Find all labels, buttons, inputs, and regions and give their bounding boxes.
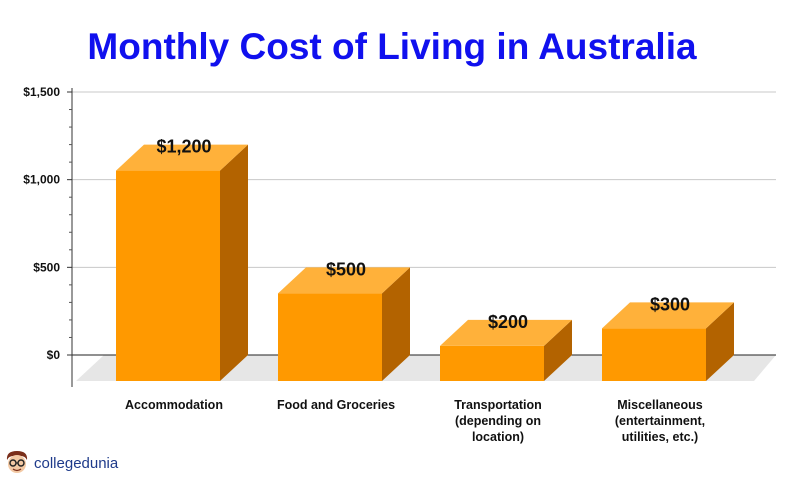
category-label: location) xyxy=(472,430,524,444)
floor-plane xyxy=(76,355,776,381)
category-label: Miscellaneous xyxy=(617,398,702,412)
bar-top xyxy=(116,144,248,171)
bar-side xyxy=(706,302,734,381)
y-tick-label: $0 xyxy=(47,348,61,362)
chart-floor xyxy=(76,355,776,381)
brand-watermark: collegedunia xyxy=(4,448,118,478)
y-tick-label: $1,000 xyxy=(23,173,60,187)
bars xyxy=(116,144,734,381)
bar-side xyxy=(544,319,572,381)
value-label: $1,200 xyxy=(156,137,211,157)
bar-side xyxy=(220,144,248,381)
bar xyxy=(278,267,410,381)
bar xyxy=(116,144,248,381)
bar-top xyxy=(278,267,410,294)
category-label: (depending on xyxy=(455,414,541,428)
category-label: Accommodation xyxy=(125,398,223,412)
bar-front xyxy=(278,293,382,381)
category-label: utilities, etc.) xyxy=(622,430,698,444)
brand-name: collegedunia xyxy=(34,454,119,472)
bar-front xyxy=(440,345,544,381)
bar xyxy=(602,302,734,381)
value-labels: $1,200 $500 $200 $300 xyxy=(156,137,690,332)
bar xyxy=(440,319,572,381)
category-labels: Accommodation Food and Groceries Transport… xyxy=(125,398,705,444)
category-label: (entertainment, xyxy=(615,414,705,428)
category-label: Transportation xyxy=(454,398,542,412)
y-tick-label: $500 xyxy=(33,260,60,274)
value-label: $300 xyxy=(650,294,690,314)
category-label: Food and Groceries xyxy=(277,398,395,412)
chart-title: Monthly Cost of Living in Australia xyxy=(87,26,697,67)
bar-front xyxy=(116,170,220,381)
mascot-icon xyxy=(6,451,28,473)
value-label: $200 xyxy=(488,312,528,332)
value-label: $500 xyxy=(326,259,366,279)
bar-front xyxy=(602,328,706,381)
bar-top xyxy=(440,319,572,346)
y-axis: $0 $500 $1,000 $1,500 xyxy=(23,85,73,387)
bar-top xyxy=(602,302,734,329)
bar-side xyxy=(382,267,410,381)
y-tick-label: $1,500 xyxy=(23,85,60,99)
